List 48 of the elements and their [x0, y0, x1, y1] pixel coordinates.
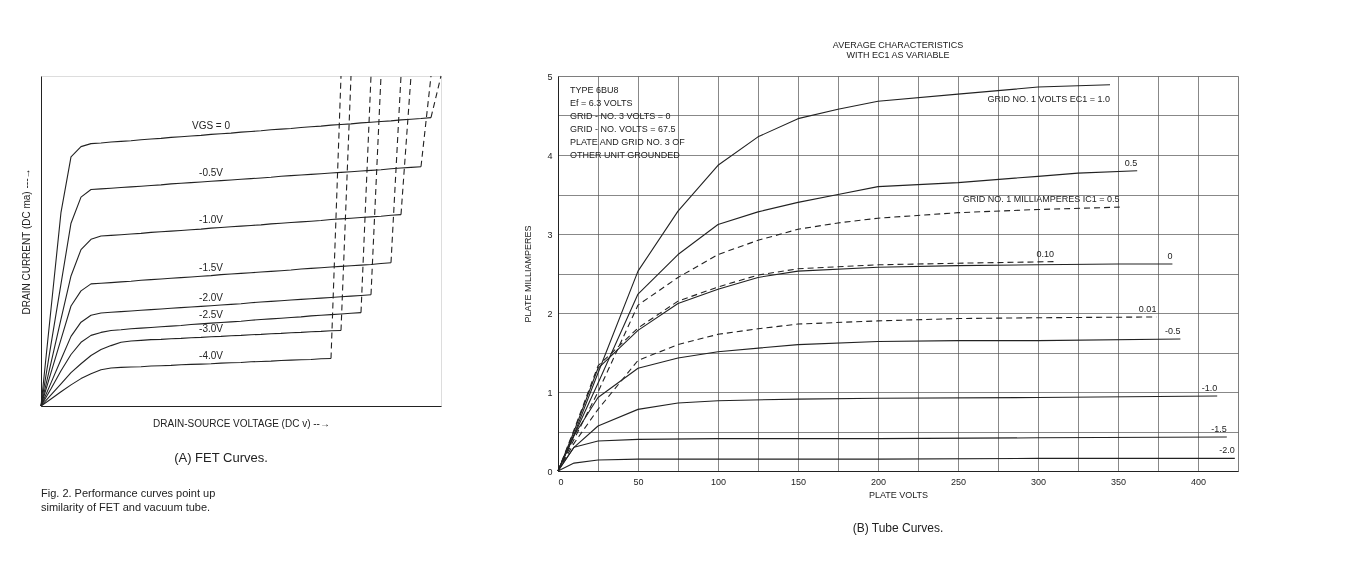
x-tick-label: 300 — [1030, 476, 1047, 487]
text: (A) FET Curves. — [174, 450, 268, 465]
series-label: VGS = 0 — [191, 120, 231, 132]
series-label: 0.10 — [1036, 248, 1054, 259]
x-tick-label: 150 — [790, 476, 807, 487]
chart-subtitle: WITH EC1 AS VARIABLE — [846, 50, 950, 60]
y-axis-title: PLATE MILLIAMPERES — [523, 225, 534, 323]
x-tick-label: 0 — [558, 476, 564, 487]
series-label: -3.0V — [199, 322, 224, 334]
y-tick-label: 4 — [547, 150, 553, 161]
x-tick-label: 100 — [710, 476, 727, 487]
annotation: PLATE AND GRID NO. 3 OF — [570, 137, 686, 147]
series-label: -1.0V — [199, 214, 224, 226]
x-axis-title: DRAIN-SOURCE VOLTAGE (DC v) --→ — [153, 417, 330, 429]
y-tick-label: 0 — [547, 466, 553, 477]
x-tick-label: 50 — [633, 476, 644, 487]
annotation: GRID - NO. 3 VOLTS = 0 — [570, 111, 671, 121]
text: (B) Tube Curves. — [852, 521, 944, 535]
annotation: Ef = 6.3 VOLTS — [570, 98, 633, 108]
annotation: OTHER UNIT GROUNDED — [570, 150, 681, 160]
y-tick-label: 5 — [547, 71, 553, 82]
series-label: -1.5V — [199, 261, 224, 273]
series-label: 0.01 — [1138, 303, 1157, 314]
x-tick-label: 200 — [870, 476, 887, 487]
series-label: GRID NO. 1 VOLTS EC1 = 1.0 — [987, 93, 1110, 104]
series-label: -1.5 — [1211, 424, 1227, 435]
series-label: -1.0 — [1201, 382, 1218, 393]
x-axis-title: PLATE VOLTS — [868, 489, 929, 500]
series-label: -2.0 — [1219, 445, 1235, 456]
series-label: -0.5V — [199, 167, 224, 179]
x-tick-label: 350 — [1110, 476, 1127, 487]
series-label: 0.5 — [1124, 157, 1138, 168]
y-tick-label: 1 — [547, 387, 553, 398]
series-label: -2.5V — [199, 309, 224, 321]
x-tick-label: 400 — [1190, 476, 1207, 487]
series-label: 0 — [1167, 251, 1173, 262]
y-axis-title: DRAIN CURRENT (DC ma) ---→ — [20, 168, 32, 315]
series-label: -4.0V — [199, 349, 224, 361]
annotation: GRID - NO. VOLTS = 67.5 — [570, 124, 676, 134]
x-tick-label: 250 — [950, 476, 967, 487]
series-label: -2.0V — [199, 291, 224, 303]
caption: Fig. 2. Performance curves point up similarity of FET and vacuum tube. — [41, 487, 216, 513]
y-tick-label: 2 — [547, 308, 553, 319]
y-tick-label: 3 — [547, 229, 553, 240]
annotation: TYPE 6BU8 — [570, 85, 619, 95]
series-label: GRID NO. 1 MILLIAMPERES IC1 = 0.5 — [962, 194, 1120, 205]
chart-title: AVERAGE CHARACTERISTICS — [832, 40, 964, 50]
series-label: -0.5 — [1164, 326, 1181, 337]
